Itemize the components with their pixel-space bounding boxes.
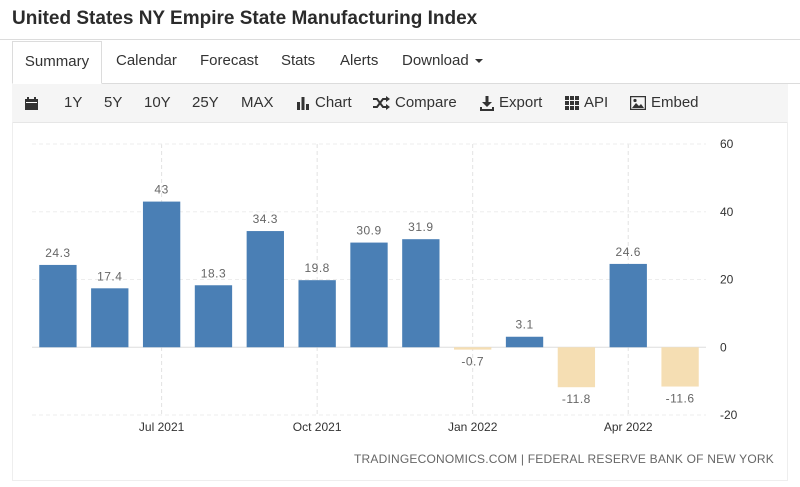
data-label: 19.8 <box>304 261 329 275</box>
export-button-label: Export <box>499 94 543 111</box>
bar <box>505 336 544 348</box>
export-button[interactable]: Export <box>480 84 542 122</box>
x-tick-label: Jan 2022 <box>448 420 498 434</box>
data-label: 31.9 <box>408 220 433 234</box>
image-icon <box>630 96 646 110</box>
tab-summary[interactable]: Summary <box>12 41 102 84</box>
calendar-button[interactable] <box>24 84 44 122</box>
data-label: 43 <box>154 183 168 197</box>
y-tick-label: 20 <box>720 273 734 287</box>
embed-button[interactable]: Embed <box>630 84 699 122</box>
data-label: -11.6 <box>666 392 695 406</box>
y-tick-label: -20 <box>720 408 738 422</box>
data-label: 24.3 <box>45 246 70 260</box>
tab-calendar[interactable]: Calendar <box>116 41 177 82</box>
bar <box>402 239 440 348</box>
data-label: 17.4 <box>97 269 122 283</box>
page-title: United States NY Empire State Manufactur… <box>12 8 478 29</box>
x-tick-label: Apr 2022 <box>604 420 653 434</box>
source-credit: TRADINGECONOMICS.COM | FEDERAL RESERVE B… <box>354 452 774 466</box>
data-label: 34.3 <box>253 212 278 226</box>
data-label: 3.1 <box>515 318 533 332</box>
bar <box>661 347 699 387</box>
data-label: -11.8 <box>562 392 591 406</box>
y-tick-label: 40 <box>720 205 734 219</box>
bar <box>142 201 181 348</box>
tab-alerts[interactable]: Alerts <box>340 41 378 82</box>
shuffle-icon <box>373 96 390 110</box>
range-25y-label: 25Y <box>192 94 219 111</box>
range-5y-label: 5Y <box>104 94 123 111</box>
range-25y-button[interactable]: 25Y <box>192 84 219 122</box>
chart-type-button[interactable]: Chart <box>296 84 352 122</box>
bar <box>350 242 388 348</box>
chart-button-label: Chart <box>315 94 352 111</box>
chart-frame <box>12 122 788 481</box>
y-tick-label: 60 <box>720 137 734 151</box>
data-label: 30.9 <box>356 224 381 238</box>
bar <box>39 264 77 348</box>
compare-button-label: Compare <box>395 94 457 111</box>
y-tick-label: 0 <box>720 340 727 354</box>
range-10y-label: 10Y <box>144 94 171 111</box>
embed-button-label: Embed <box>651 94 699 111</box>
range-1y-button[interactable]: 1Y <box>64 84 82 122</box>
chart-toolbar: 1Y 5Y 10Y 25Y MAX Chart Compare Export A… <box>12 84 788 123</box>
bar <box>298 280 336 348</box>
bar <box>194 285 233 348</box>
range-max-label: MAX <box>241 94 274 111</box>
calendar-icon <box>25 96 38 110</box>
api-button[interactable]: API <box>565 84 608 122</box>
compare-button[interactable]: Compare <box>372 84 457 122</box>
download-icon <box>480 95 494 111</box>
tab-summary-label: Summary <box>24 53 90 70</box>
range-10y-button[interactable]: 10Y <box>144 84 171 122</box>
data-label: 18.3 <box>201 266 226 280</box>
tab-stats[interactable]: Stats <box>281 41 315 82</box>
bar <box>454 347 492 350</box>
tab-forecast-label: Forecast <box>200 52 259 69</box>
range-max-button[interactable]: MAX <box>241 84 274 122</box>
range-5y-button[interactable]: 5Y <box>104 84 122 122</box>
bar <box>609 263 647 348</box>
bar <box>557 347 596 388</box>
data-label: -0.7 <box>461 355 484 369</box>
tab-bar: Summary Calendar Forecast Stats Alerts D… <box>12 41 800 84</box>
tab-alerts-label: Alerts <box>340 52 379 69</box>
chevron-down-icon <box>474 59 483 64</box>
x-tick-label: Jul 2021 <box>139 420 185 434</box>
api-button-label: API <box>584 94 609 111</box>
tab-download-label: Download <box>402 52 469 69</box>
bar <box>246 231 284 348</box>
tab-stats-label: Stats <box>281 52 316 69</box>
tab-calendar-label: Calendar <box>116 52 177 69</box>
bar <box>91 288 129 348</box>
tab-download[interactable]: Download <box>402 41 483 82</box>
x-tick-label: Oct 2021 <box>293 420 342 434</box>
divider <box>0 39 800 40</box>
tab-forecast[interactable]: Forecast <box>200 41 258 82</box>
bar-chart-icon <box>297 97 309 110</box>
range-1y-label: 1Y <box>64 94 83 111</box>
data-label: 24.6 <box>616 245 641 259</box>
grid-icon <box>565 96 579 110</box>
